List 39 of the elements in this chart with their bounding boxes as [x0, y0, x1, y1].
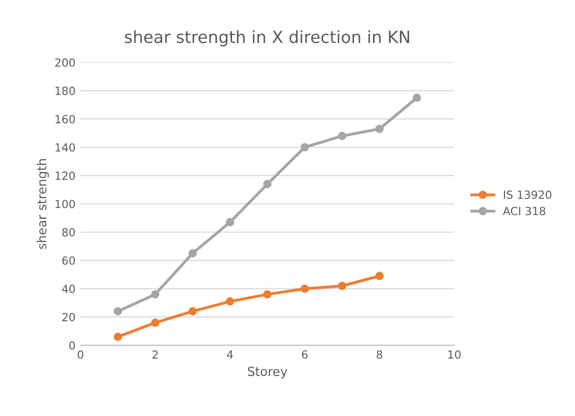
y-tick-label: 200 — [55, 58, 75, 67]
legend-label: IS 13920 — [504, 190, 552, 199]
point — [263, 290, 272, 299]
chart-title: shear strength in X direction in KN — [124, 30, 410, 46]
x-tick-label: 10 — [448, 350, 461, 359]
point — [188, 307, 197, 316]
point — [300, 143, 309, 152]
y-tick-label: 20 — [62, 312, 75, 322]
y-tick-label: 120 — [56, 172, 75, 180]
point — [375, 272, 384, 280]
point — [412, 94, 422, 102]
y-tick-label: 160 — [56, 114, 75, 124]
x-axis-title: Storey — [248, 366, 288, 379]
y-tick-label: 0 — [69, 341, 75, 350]
point — [188, 249, 197, 258]
point — [151, 290, 160, 299]
y-tick-label: 140 — [56, 143, 75, 152]
y-tick-label: 80 — [62, 228, 75, 237]
point — [114, 307, 122, 316]
point — [375, 124, 384, 134]
point — [338, 282, 346, 290]
y-tick-label: 180 — [56, 86, 75, 96]
point — [114, 332, 122, 341]
point — [226, 297, 234, 306]
y-tick-label: 60 — [62, 256, 75, 265]
point — [338, 132, 346, 140]
x-tick-label: 2 — [152, 350, 158, 359]
y-tick-label: 100 — [56, 200, 75, 208]
x-tick-label: 4 — [227, 350, 233, 359]
point — [151, 318, 160, 327]
x-tick-label: 8 — [376, 350, 382, 359]
point — [300, 284, 309, 293]
y-axis-title: shear strength — [36, 159, 49, 249]
x-tick-label: 6 — [302, 350, 308, 359]
point — [263, 180, 272, 188]
legend-label: ACI 318 — [502, 206, 546, 216]
point — [226, 218, 234, 226]
x-tick-label: 0 — [78, 350, 84, 359]
y-tick-label: 40 — [62, 284, 75, 294]
